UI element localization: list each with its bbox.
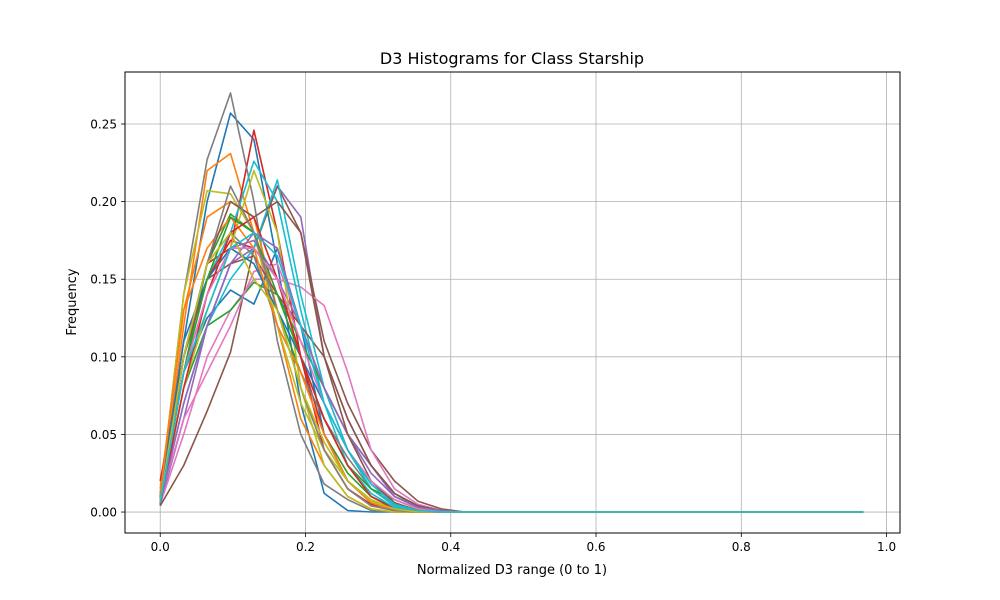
y-tick-label: 0.15 xyxy=(90,273,117,287)
chart-title: D3 Histograms for Class Starship xyxy=(380,49,644,68)
y-tick-label: 0.10 xyxy=(90,350,117,364)
x-axis-label: Normalized D3 range (0 to 1) xyxy=(417,563,607,578)
series-line-30 xyxy=(159,231,864,513)
x-tick-label: 0.0 xyxy=(151,540,170,554)
y-axis-label: Frequency xyxy=(65,268,80,335)
series-layer xyxy=(159,92,864,513)
y-tick-label: 0.05 xyxy=(90,428,117,442)
x-axis: 0.0 0.2 0.4 0.6 0.8 1.0 xyxy=(151,533,896,554)
plot-frame xyxy=(124,71,901,534)
x-tick-label: 0.8 xyxy=(732,540,751,554)
x-tick-label: 0.6 xyxy=(586,540,605,554)
y-tick-label: 0.20 xyxy=(90,195,117,209)
x-tick-label: 0.2 xyxy=(296,540,315,554)
y-tick-label: 0.00 xyxy=(90,506,117,520)
x-tick-label: 0.4 xyxy=(441,540,460,554)
y-tick-label: 0.25 xyxy=(90,117,117,131)
x-tick-label: 1.0 xyxy=(877,540,896,554)
y-axis: 0.00 0.05 0.10 0.15 0.20 0.25 xyxy=(90,117,125,520)
